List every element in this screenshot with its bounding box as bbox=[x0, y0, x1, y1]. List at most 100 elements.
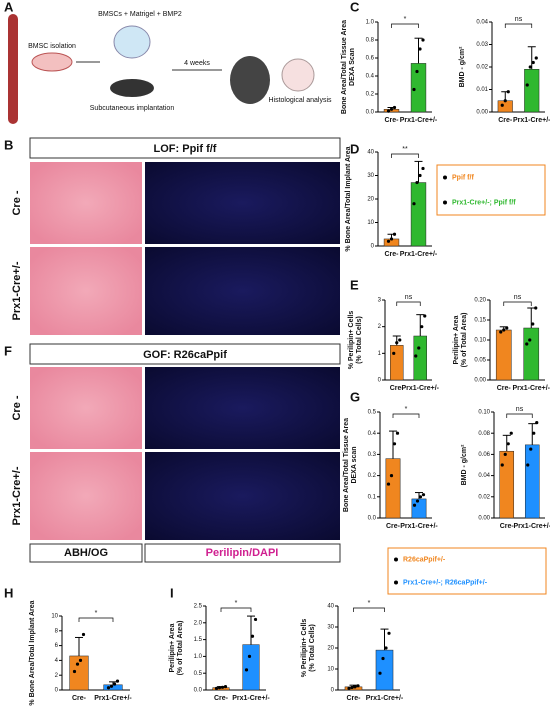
x-tick-label: Cre- bbox=[498, 117, 513, 124]
data-point bbox=[525, 342, 529, 346]
step-label: BMSCs + Matrigel + BMP2 bbox=[98, 11, 182, 18]
y-tick-label: 2 bbox=[378, 324, 382, 330]
panel-label: I bbox=[170, 585, 174, 600]
data-point bbox=[384, 646, 388, 650]
row-label: Prx1-Cre+/- bbox=[11, 261, 23, 320]
data-point bbox=[418, 495, 423, 499]
y-tick-label: 10 bbox=[51, 614, 58, 620]
y-tick-label: 0.5 bbox=[194, 671, 203, 677]
significance-bracket bbox=[504, 23, 533, 28]
data-point bbox=[505, 326, 509, 330]
legend-label: Ppif f/f bbox=[452, 174, 474, 181]
x-tick-label: Cre- bbox=[214, 695, 229, 702]
data-point bbox=[398, 338, 402, 342]
x-tick-label: Prx1-Cre+/- bbox=[400, 251, 438, 258]
y-tick-label: 0.00 bbox=[474, 378, 486, 384]
y-tick-label: 0.2 bbox=[368, 473, 377, 479]
legend-marker bbox=[394, 557, 398, 562]
y-tick-label: 1 bbox=[378, 351, 382, 357]
bar bbox=[410, 63, 427, 113]
data-point bbox=[499, 330, 503, 334]
y-tick-label: 0.1 bbox=[368, 494, 377, 500]
y-axis-label: Bone Area/Total Tissue Area bbox=[343, 418, 350, 512]
histology-image bbox=[30, 452, 142, 540]
data-point bbox=[418, 173, 422, 178]
data-point bbox=[526, 463, 530, 467]
data-point bbox=[392, 351, 396, 355]
x-tick-label: Cre- bbox=[72, 695, 87, 702]
data-point bbox=[509, 431, 513, 435]
data-point bbox=[72, 669, 77, 674]
y-tick-label: 6 bbox=[55, 643, 59, 649]
data-point bbox=[415, 180, 419, 185]
x-tick-label: Prx1-Cre+/- bbox=[513, 523, 550, 530]
y-axis-label: BMD - g/cm² bbox=[459, 46, 466, 88]
data-point bbox=[503, 452, 507, 456]
bar bbox=[495, 329, 512, 381]
data-point bbox=[500, 103, 504, 107]
data-point bbox=[75, 662, 80, 666]
y-tick-label: 40 bbox=[327, 604, 334, 610]
significance-label: * bbox=[404, 16, 407, 23]
y-axis-label: (% Total Cells) bbox=[309, 624, 316, 672]
data-point bbox=[386, 482, 391, 486]
y-tick-label: 0.8 bbox=[366, 38, 375, 44]
data-point bbox=[353, 685, 357, 689]
x-tick-label: Prx1-Cre+/- bbox=[232, 695, 270, 702]
y-tick-label: 30 bbox=[327, 625, 334, 631]
panel-label: A bbox=[4, 0, 14, 14]
y-tick-label: 0.06 bbox=[478, 452, 490, 458]
matrigel-icon bbox=[113, 25, 151, 59]
data-point bbox=[395, 341, 399, 345]
y-tick-label: 2.5 bbox=[194, 604, 203, 610]
row-label: Cre - bbox=[11, 190, 23, 215]
sample-icon bbox=[281, 58, 315, 92]
significance-label: ns bbox=[515, 16, 523, 23]
y-tick-label: 0.04 bbox=[478, 473, 490, 479]
y-tick-label: 0.15 bbox=[474, 318, 486, 324]
legend-marker bbox=[394, 580, 398, 585]
data-point bbox=[378, 671, 382, 675]
fluorescence-image bbox=[145, 247, 340, 335]
y-axis-label: (% of Total Area) bbox=[177, 621, 184, 676]
y-tick-label: 0.02 bbox=[476, 65, 488, 71]
bar bbox=[375, 649, 394, 691]
significance-label: ns bbox=[516, 406, 524, 413]
stain-label: Perilipin/DAPI bbox=[206, 547, 279, 559]
data-point bbox=[81, 632, 86, 637]
data-point bbox=[502, 328, 506, 332]
y-tick-label: 0.6 bbox=[366, 56, 375, 62]
y-tick-label: 1.0 bbox=[194, 654, 203, 660]
title-box bbox=[29, 137, 341, 159]
x-tick-label: Cre- bbox=[386, 523, 401, 530]
y-tick-label: 0 bbox=[378, 378, 382, 384]
y-tick-label: 0.2 bbox=[366, 92, 375, 98]
data-point bbox=[253, 617, 258, 622]
y-tick-label: 0 bbox=[55, 688, 59, 694]
step-label: 4 weeks bbox=[184, 60, 210, 67]
stain-box bbox=[29, 543, 143, 563]
histology-image bbox=[30, 247, 142, 335]
data-point bbox=[220, 685, 225, 689]
data-point bbox=[347, 686, 351, 690]
data-point bbox=[389, 474, 394, 478]
data-point bbox=[506, 442, 510, 446]
data-point bbox=[535, 421, 539, 425]
significance-bracket bbox=[353, 607, 385, 612]
y-tick-label: 0.05 bbox=[474, 358, 486, 364]
data-point bbox=[421, 166, 425, 171]
bar bbox=[413, 335, 427, 381]
histology-image bbox=[30, 367, 142, 449]
y-axis-label: % Perilipin+ Cells bbox=[348, 311, 355, 370]
x-tick-label: Cre- bbox=[497, 385, 512, 392]
data-point bbox=[395, 431, 400, 435]
legend-marker bbox=[443, 175, 447, 180]
y-tick-label: 0 bbox=[371, 244, 375, 250]
data-point bbox=[532, 431, 536, 435]
stain-label: ABH/OG bbox=[64, 547, 108, 559]
y-tick-label: 0.10 bbox=[474, 338, 486, 344]
x-tick-label: Prx1-Cre+/- bbox=[401, 385, 439, 392]
data-point bbox=[528, 65, 532, 69]
data-point bbox=[381, 656, 385, 661]
